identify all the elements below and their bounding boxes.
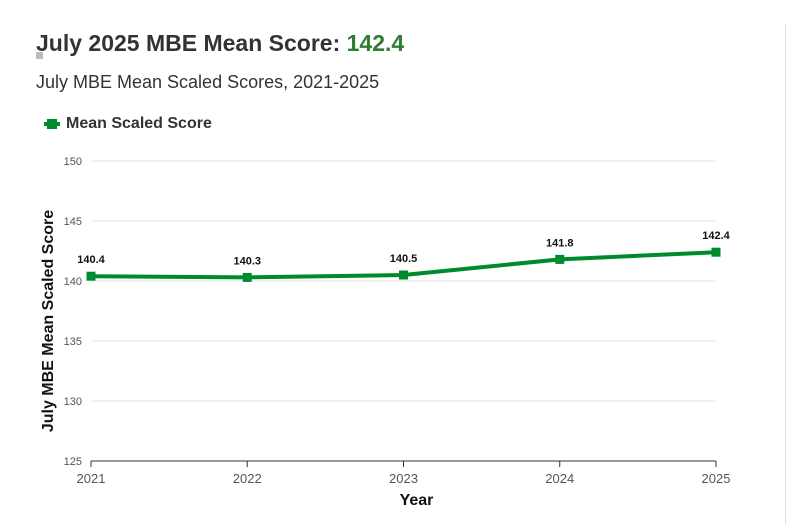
y-tick-label: 150 <box>64 156 82 168</box>
chart-border <box>785 24 786 524</box>
chart-subtitle: July MBE Mean Scaled Scores, 2021-2025 <box>36 72 380 92</box>
title-value: 142.4 <box>346 30 405 56</box>
x-tick-label: 2021 <box>77 471 106 486</box>
page-title: July 2025 MBE Mean Score: 142.4 <box>36 30 404 57</box>
y-tick-label: 140 <box>64 276 82 288</box>
y-tick-label: 135 <box>64 336 82 348</box>
y-tick-label: 130 <box>64 396 82 408</box>
data-point <box>555 254 565 264</box>
y-axis-title: July MBE Mean Scaled Score <box>40 210 57 432</box>
data-label: 140.3 <box>233 255 261 267</box>
data-point <box>86 271 96 281</box>
title-prefix: July 2025 MBE Mean Score: <box>36 30 347 56</box>
data-label: 142.4 <box>702 230 730 242</box>
data-label: 140.4 <box>77 254 105 266</box>
x-axis-title: Year <box>400 492 434 509</box>
legend-swatch-icon <box>44 119 60 129</box>
data-point <box>711 247 721 257</box>
data-label: 141.8 <box>546 237 574 249</box>
legend-label: Mean Scaled Score <box>66 115 212 132</box>
x-tick-label: 2024 <box>545 471 574 486</box>
x-tick-label: 2023 <box>389 471 418 486</box>
x-tick-label: 2025 <box>702 471 731 486</box>
y-tick-label: 145 <box>64 216 82 228</box>
title-marker <box>36 52 43 59</box>
legend[interactable]: Mean Scaled Score <box>44 115 212 133</box>
data-point <box>399 270 408 280</box>
x-tick-label: 2022 <box>233 471 262 486</box>
data-label: 140.5 <box>390 253 418 265</box>
data-point <box>242 272 252 282</box>
y-tick-label: 125 <box>64 456 82 468</box>
